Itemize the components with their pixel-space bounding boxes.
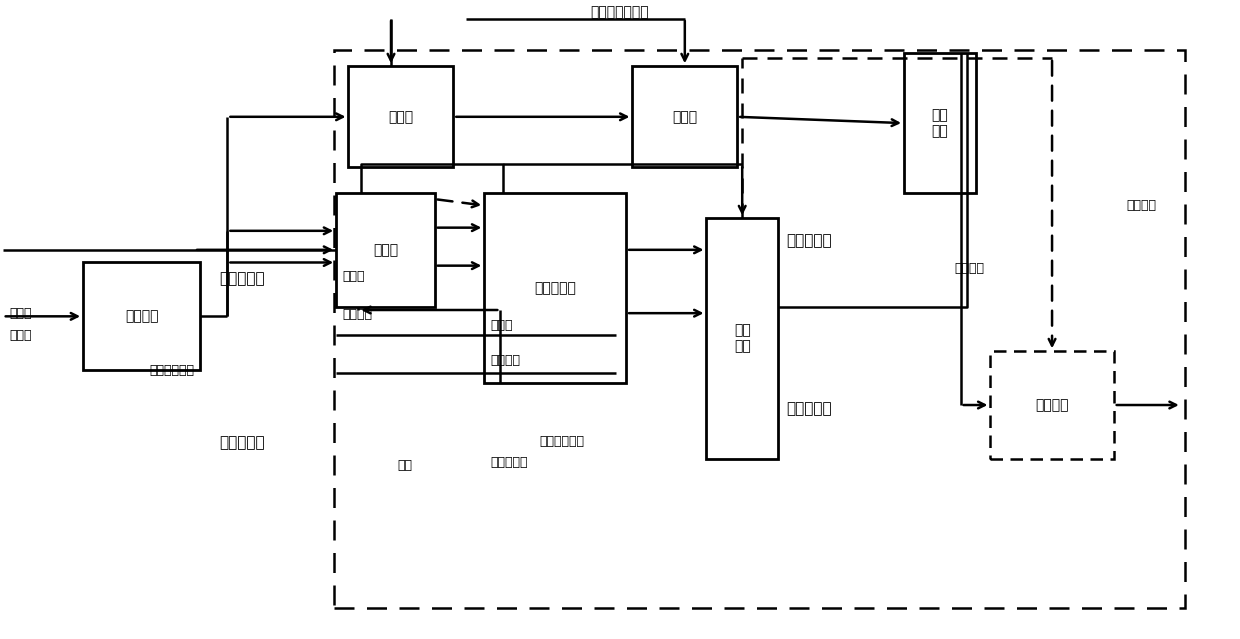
- Text: 第一转化气: 第一转化气: [490, 456, 528, 468]
- Text: 一氧化碳: 一氧化碳: [342, 308, 372, 321]
- Text: 二段炉: 二段炉: [672, 110, 697, 124]
- Text: 热量
回收: 热量 回收: [931, 108, 949, 138]
- Text: 二氧化碳循环气: 二氧化碳循环气: [590, 5, 650, 19]
- Text: 转化气: 转化气: [490, 320, 513, 332]
- Text: 热量
回收: 热量 回收: [734, 323, 750, 353]
- Text: 氧气来自空分: 氧气来自空分: [539, 435, 584, 448]
- Text: 第二原料气: 第二原料气: [218, 271, 264, 286]
- Text: 脱碳装置: 脱碳装置: [1035, 398, 1069, 412]
- Bar: [707, 218, 777, 459]
- Text: 一氧化碳: 一氧化碳: [490, 354, 521, 367]
- Bar: [484, 193, 626, 383]
- Bar: [632, 66, 738, 167]
- Text: 第二转化气: 第二转化气: [786, 401, 832, 416]
- Text: 脱硫装置: 脱硫装置: [125, 309, 159, 323]
- Text: 富甲烷: 富甲烷: [9, 329, 31, 342]
- Bar: [904, 54, 976, 193]
- Text: 一段炉: 一段炉: [388, 110, 413, 124]
- Text: 换热器: 换热器: [373, 243, 398, 257]
- Text: 第一原料气: 第一原料气: [218, 436, 264, 450]
- Text: 转化气: 转化气: [342, 270, 365, 283]
- Bar: [334, 50, 1185, 608]
- Bar: [83, 263, 201, 370]
- Text: 净合成气: 净合成气: [1126, 199, 1156, 212]
- Text: 蒸汽: 蒸汽: [398, 459, 413, 472]
- Text: 氧气来自空分: 氧气来自空分: [149, 364, 195, 376]
- Bar: [348, 66, 454, 167]
- Text: 组合成气: 组合成气: [954, 263, 985, 275]
- Bar: [991, 351, 1114, 459]
- Text: 原料气: 原料气: [9, 307, 31, 320]
- Text: 第三转化气: 第三转化气: [786, 233, 832, 248]
- Bar: [336, 193, 435, 307]
- Text: 重整反应器: 重整反应器: [534, 281, 577, 295]
